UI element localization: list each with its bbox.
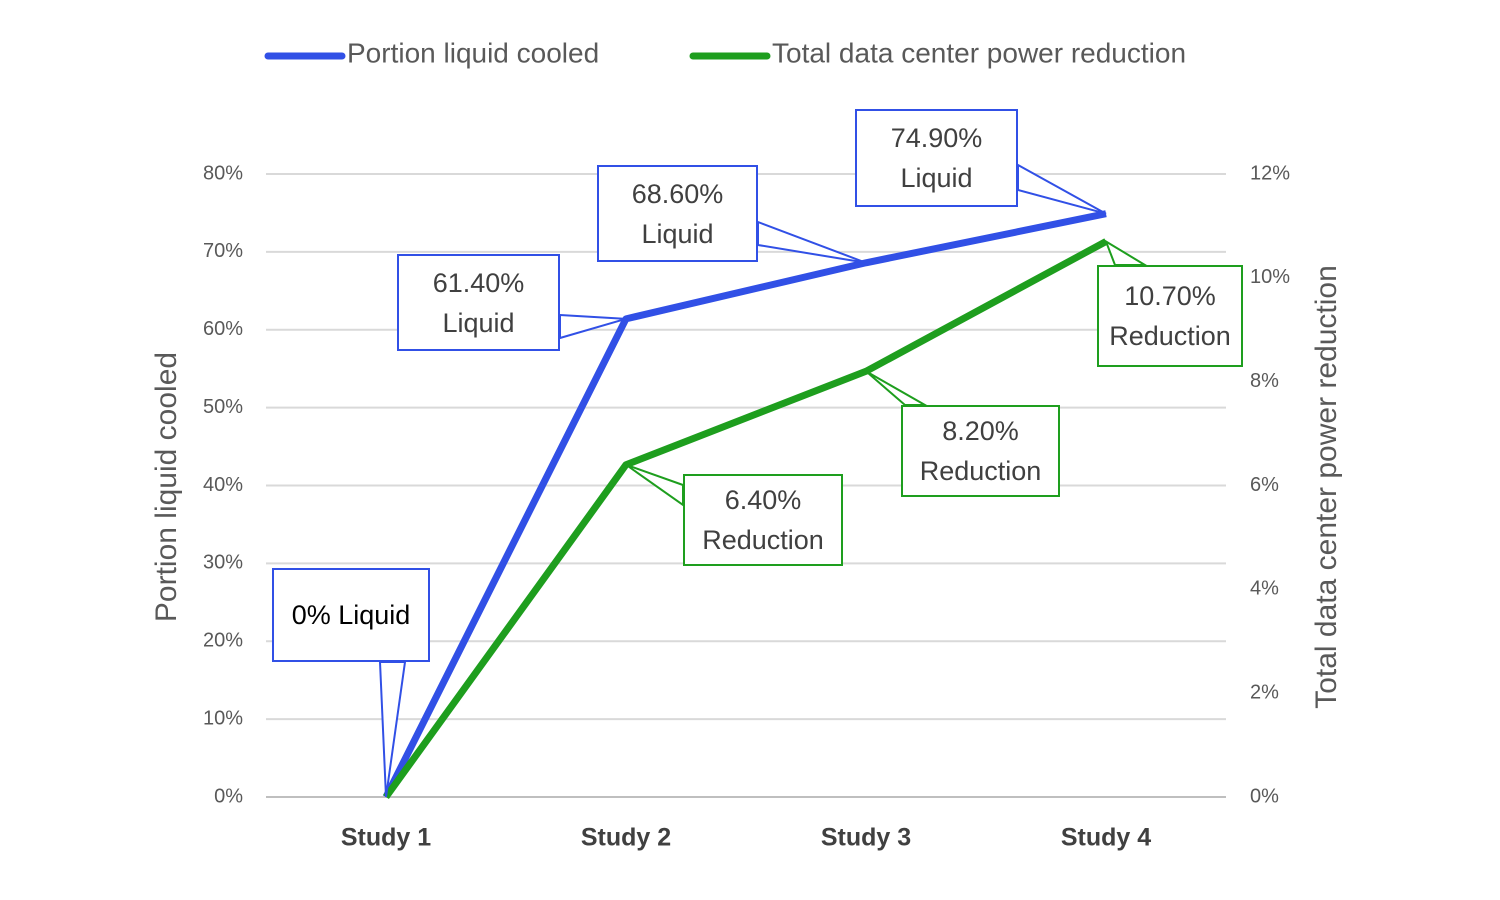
y-tick-label: 10% [203,707,243,729]
data-label: 61.40% Liquid [397,254,560,351]
series-line [382,210,1107,799]
callout-pointer [757,220,867,264]
data-label: 68.60% Liquid [597,165,758,262]
y2-tick-label: 0% [1250,785,1279,807]
callout-pointer [378,661,407,798]
data-label: 74.90% Liquid [855,109,1018,207]
y2-tick-label: 12% [1250,162,1290,184]
legend-label: Total data center power reduction [772,37,1186,68]
y-tick-label: 20% [203,630,243,652]
y2-tick-label: 6% [1250,474,1279,496]
y2-tick-label: 8% [1250,370,1279,392]
legend-label: Portion liquid cooled [347,37,599,68]
y-tick-label: 70% [203,240,243,262]
x-tick-label: Study 4 [1061,824,1151,852]
x-tick-label: Study 1 [341,824,431,852]
y-tick-label: 60% [203,318,243,340]
data-label: 6.40% Reduction [683,474,843,566]
callout-pointer [559,313,627,340]
y2-axis-title: Total data center power reduction [1310,265,1343,709]
y2-tick-label: 10% [1250,266,1290,288]
callout-pointer [1017,163,1107,215]
series-line [383,238,1108,800]
data-label: 0% Liquid [272,568,430,662]
data-label: 10.70% Reduction [1097,265,1243,367]
callout-pointer [1104,239,1149,266]
y2-tick-label: 4% [1250,578,1279,600]
y-axis-title: Portion liquid cooled [150,352,183,622]
y-tick-label: 80% [203,162,243,184]
x-tick-label: Study 2 [581,824,671,852]
y-tick-label: 0% [214,785,243,807]
data-label: 8.20% Reduction [901,405,1060,497]
x-tick-label: Study 3 [821,824,911,852]
y2-tick-label: 2% [1250,681,1279,703]
callout-pointer [865,370,929,406]
y-tick-label: 40% [203,474,243,496]
y-tick-label: 50% [203,396,243,418]
y-tick-label: 30% [203,552,243,574]
